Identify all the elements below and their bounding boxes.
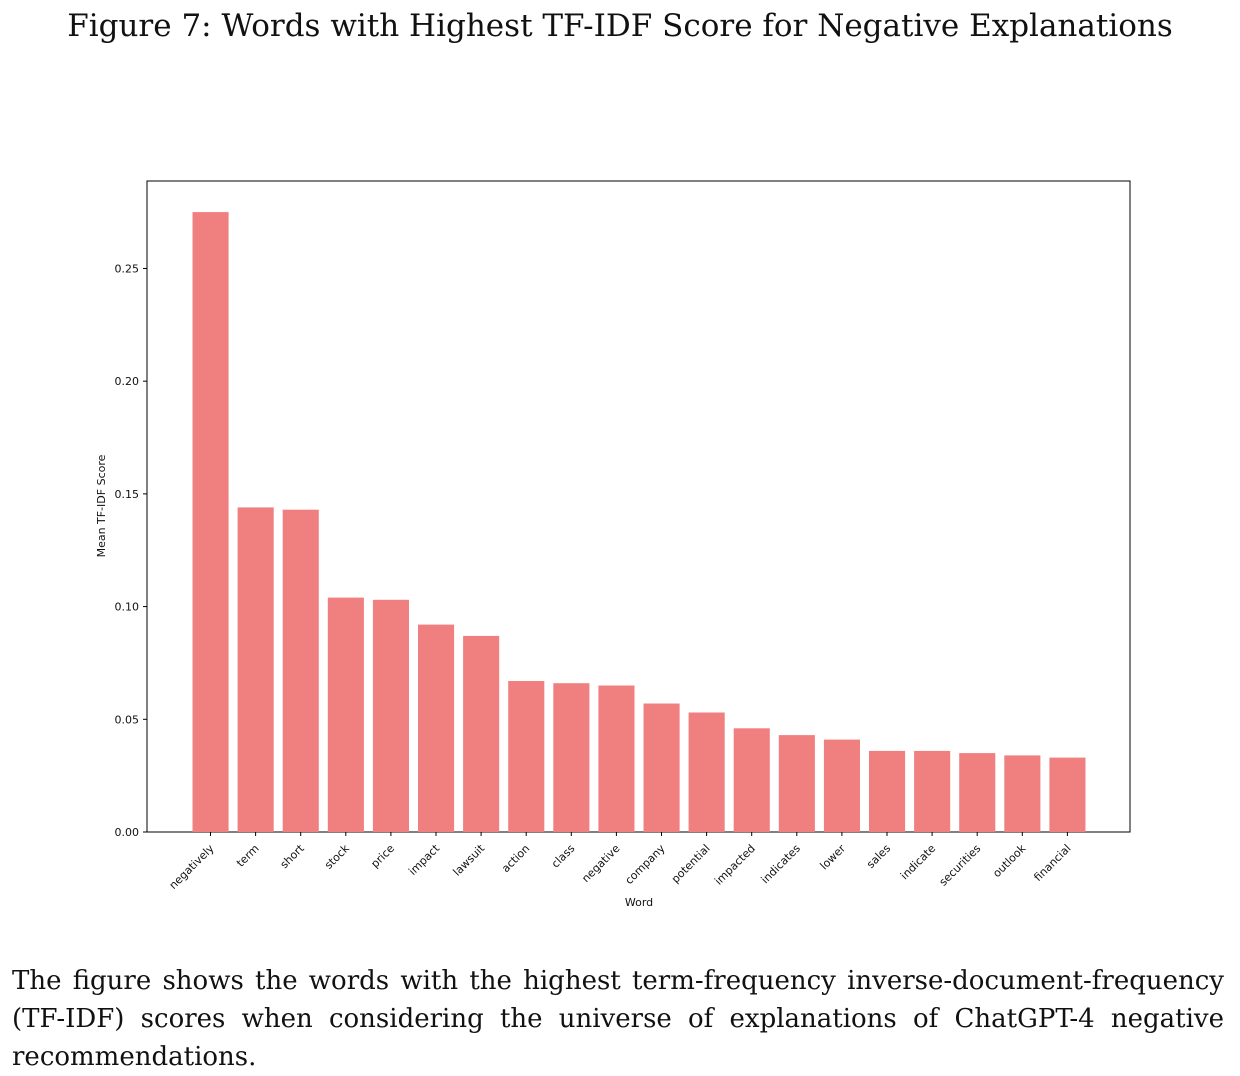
bar-company (643, 703, 680, 832)
figure-caption: The figure shows the words with the high… (12, 966, 1224, 1072)
bar-securities (959, 753, 996, 832)
x-tick-label: stock (322, 841, 352, 871)
bar-impacted (733, 728, 770, 832)
x-tick-label: securities (937, 842, 984, 889)
x-tick-label: lower (818, 842, 849, 873)
bar-negatively (192, 212, 229, 833)
bar-impact (418, 624, 455, 832)
x-tick-label: negative (579, 842, 622, 885)
bar-financial (1049, 757, 1086, 832)
y-axis-ticks: 0.00 0.05 0.10 0.15 0.20 0.25 (115, 262, 147, 839)
bar-indicate (914, 750, 951, 832)
bar-action (508, 681, 545, 832)
x-tick-label: indicates (759, 842, 804, 887)
bars-group (192, 212, 1086, 833)
bar-indicates (778, 735, 815, 832)
x-tick-label: indicate (898, 842, 938, 882)
bar-term (237, 507, 274, 832)
figure-title: Figure 7: Words with Highest TF-IDF Scor… (67, 8, 1173, 44)
bar-outlook (1004, 755, 1041, 832)
x-tick-label: potential (669, 842, 713, 886)
bar-chart: 0.000.050.100.150.200.25 negatively term s… (95, 180, 1131, 909)
x-tick-label: short (278, 841, 308, 871)
x-tick-label: negatively (167, 842, 217, 892)
x-tick-label: outlook (990, 841, 1029, 880)
x-tick-label: lawsuit (451, 841, 488, 878)
x-tick-label: financial (1031, 842, 1073, 884)
x-tick-label: class (549, 842, 578, 871)
y-tick-label: 0.10 (115, 601, 140, 614)
x-axis-ticks: negatively term short stock price impact lawsu… (167, 832, 1074, 892)
x-axis-label: Word (625, 896, 653, 909)
x-tick-label: company (623, 842, 668, 887)
y-axis-label: Mean TF-IDF Score (95, 454, 108, 557)
x-tick-label: impact (406, 841, 442, 877)
bar-sales (869, 750, 906, 832)
bar-negative (598, 685, 635, 832)
bar-price (372, 599, 409, 832)
y-tick-label: 0.20 (115, 375, 140, 388)
bar-class (553, 683, 590, 832)
x-tick-label: impacted (712, 842, 758, 888)
x-tick-label: price (368, 842, 397, 871)
plot-area-frame (146, 180, 1131, 833)
bar-lower (823, 739, 860, 832)
y-tick-label: 0.25 (115, 262, 140, 275)
x-tick-label: sales (864, 842, 893, 871)
x-tick-label: term (234, 842, 262, 870)
bar-potential (688, 712, 725, 832)
y-tick-label: 0.15 (115, 488, 140, 501)
bar-short (282, 509, 319, 832)
y-tick-label: 0.00 (115, 826, 140, 839)
bar-stock (327, 597, 364, 832)
bar-lawsuit (463, 635, 500, 832)
y-tick-label: 0.05 (115, 713, 140, 726)
x-tick-label: action (499, 842, 532, 875)
